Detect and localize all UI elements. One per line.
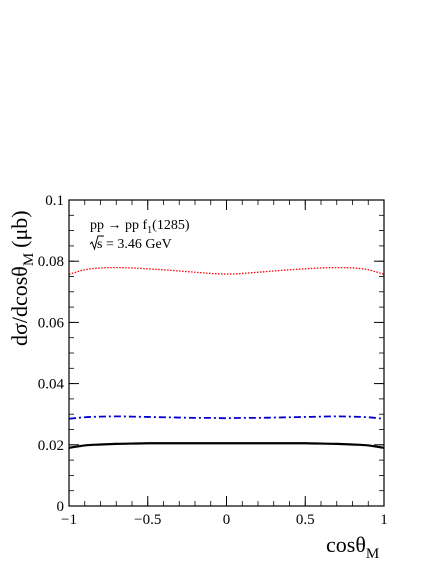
reaction-label: pp → pp f1(1285) (90, 218, 190, 236)
x-axis-title: cosθM (326, 532, 379, 562)
y-tick-label: 0.1 (45, 193, 64, 209)
series-layer (68, 266, 385, 449)
series-line-3 (68, 442, 385, 449)
y-tick-label: 0.02 (38, 438, 64, 454)
y-tick-label: 0.08 (38, 254, 64, 270)
svg-text:s = 3.46 GeV: s = 3.46 GeV (97, 237, 172, 252)
x-axis-ticks: −1 −0.5 0 0.5 1 (61, 200, 388, 528)
y-tick-label: 0 (57, 499, 65, 515)
x-tick-label: −1 (61, 512, 77, 528)
y-tick-label: 0.06 (38, 315, 65, 331)
y-tick-label: 0.04 (38, 377, 65, 393)
x-tick-label: −0.5 (134, 512, 161, 528)
sqrt-sign (89, 235, 104, 251)
energy-label: s = 3.46 GeV (89, 235, 172, 252)
x-tick-label: 1 (380, 512, 388, 528)
series-line-1 (68, 266, 385, 275)
x-tick-label: 0 (223, 512, 231, 528)
y-axis-ticks: 0 0.02 0.04 0.06 0.08 0.1 (38, 193, 384, 515)
y-axis-title: dσ/dcosθM(μb) (7, 210, 37, 346)
x-tick-label: 0.5 (296, 512, 315, 528)
series-line-2 (68, 415, 385, 420)
